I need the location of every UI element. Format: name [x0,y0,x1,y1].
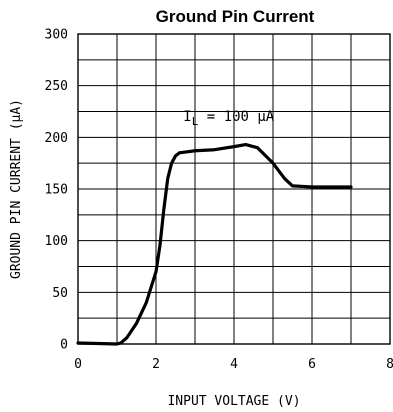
grid [77,33,391,345]
y-tick-label: 50 [52,286,68,301]
y-tick-label: 250 [45,79,68,94]
annotation-main: I [183,109,191,125]
y-axis-label: GROUND PIN CURRENT (μA) [9,99,24,279]
series-line-0 [76,142,353,346]
y-tick-label: 100 [45,234,68,249]
x-tick-label: 8 [386,357,393,372]
series-layer [76,142,353,346]
annotation-label: IL = 100 μA [183,109,274,128]
y-tick-label: 300 [45,28,68,43]
y-tick-labels: 0 50 100 150 200 250 300 [45,28,68,353]
x-tick-label: 2 [152,357,160,372]
y-tick-label: 200 [45,131,68,146]
x-axis-label: INPUT VOLTAGE (V) [167,394,300,409]
y-tick-label: 150 [45,183,68,198]
x-tick-label: 4 [230,357,238,372]
y-tick-label: 0 [60,338,68,353]
annotation-subscript: L [192,115,199,128]
annotation-rest: = 100 μA [198,109,274,125]
x-tick-label: 6 [308,357,316,372]
x-tick-labels: 0 2 4 6 8 [74,357,393,372]
chart-title: Ground Pin Current [156,7,315,26]
plot-frame [77,33,391,345]
x-tick-label: 0 [74,357,82,372]
